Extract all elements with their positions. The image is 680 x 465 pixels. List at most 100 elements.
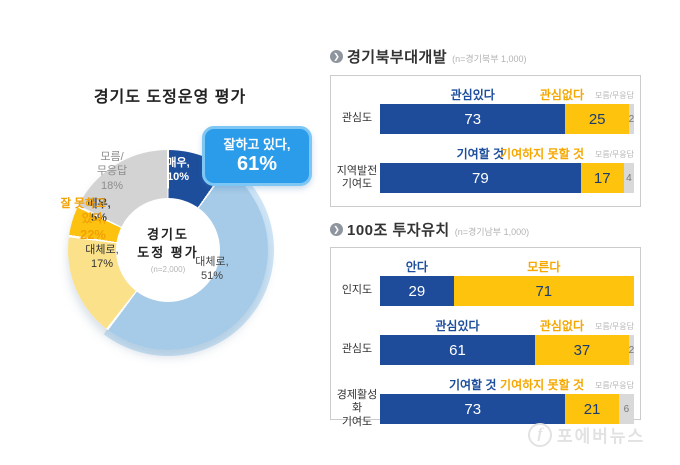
row-chart: 기여할 것 기여하지 못할 것 모름/무응답 79 17 4: [380, 145, 634, 193]
bar-segment-pos: 29: [380, 276, 454, 306]
section-title: 100조 투자유치: [347, 222, 450, 239]
bar-segment-neg: 71: [453, 276, 634, 306]
segment-label-value: 5%: [91, 212, 107, 225]
row-header: 관심있다 관심없다 모름/무응답: [380, 317, 634, 335]
positive-answer-label: 관심있다: [450, 88, 495, 102]
bar-segment-pos: 61: [380, 335, 535, 365]
negative-answer-label: 모른다: [527, 260, 561, 274]
section-sample-size: (n=경기북부 1,000): [452, 53, 527, 64]
bar-panel-investment: 인지도 안다 모른다 29 71 관심도 관심있다 관심없다 모름/무응답 61 37 2 경제활성화 기…: [330, 247, 641, 428]
row-chart: 기여할 것 기여하지 못할 것 모름/무응답 73 21 6: [380, 376, 634, 424]
row-label-line: 관심도: [341, 343, 373, 356]
dontknow-answer-label: 모름/무응답: [594, 91, 634, 100]
negative-answer-label: 관심없다: [539, 88, 584, 102]
negative-answer-label: 기여하지 못할 것: [500, 378, 584, 392]
bar-segment-neg: 37: [534, 335, 629, 365]
row-label-line: 인지도: [341, 284, 373, 297]
section-sample-size: (n=경기남부 1,000): [454, 226, 530, 237]
stacked-bar: 73 25 2: [380, 104, 634, 134]
row-header: 안다 모른다: [380, 258, 634, 276]
segment-label-text: 모름/: [100, 151, 124, 163]
segment-label-text: 무응답: [96, 165, 128, 178]
segment-label-text: 대체로,: [85, 244, 119, 256]
donut-center: 경기도 도정 평가 (n=2,000): [116, 198, 220, 302]
bar-segment-dk: 2: [629, 335, 634, 365]
bullet-arrow-icon: ❯: [330, 223, 343, 236]
segment-label-value: 17%: [90, 258, 114, 271]
negative-answer-label: 기여하지 못할 것: [500, 147, 584, 161]
bar-row: 지역발전 기여도 기여할 것 기여하지 못할 것 모름/무응답 79 17 4: [335, 145, 634, 193]
segment-label-mostly-good: 대체로, 51%: [183, 255, 241, 284]
row-header: 관심있다 관심없다 모름/무응답: [380, 86, 634, 104]
bar-panel-north-development: 관심도 관심있다 관심없다 모름/무응답 73 25 2 지역발전 기여도 기여할 것 기여하지 못…: [330, 75, 641, 207]
row-chart: 관심있다 관심없다 모름/무응답 61 37 2: [380, 317, 634, 365]
row-label: 경제활성화 기여도: [335, 389, 379, 427]
forever-news-logo-icon: f: [528, 422, 552, 447]
negative-answer-label: 관심없다: [539, 319, 584, 333]
segment-label-dontknow: 모름/ 무응답 18%: [84, 150, 140, 193]
row-label-line: 기여도: [341, 178, 373, 190]
segment-label-mostly-bad: 대체로, 17%: [76, 243, 128, 272]
segment-label-text: 매우,: [166, 157, 190, 169]
stacked-bar: 79 17 4: [380, 163, 634, 193]
row-chart: 안다 모른다 29 71: [380, 258, 634, 306]
stacked-bar: 73 21 6: [380, 394, 634, 424]
news-watermark: f 포에버뉴스: [528, 422, 645, 447]
segment-label-value: 51%: [200, 270, 224, 283]
positive-answer-label: 기여할 것: [456, 147, 505, 161]
segment-label-value: 18%: [100, 179, 124, 192]
bar-segment-dk: 6: [618, 394, 634, 424]
positive-answer-label: 안다: [405, 260, 428, 274]
bar-segment-dk: 2: [629, 104, 634, 134]
bullet-arrow-icon: ❯: [330, 50, 343, 63]
row-label-line: 지역발전: [336, 164, 378, 177]
bar-row: 관심도 관심있다 관심없다 모름/무응답 61 37 2: [335, 317, 634, 365]
negative-total-label: 잘 못하고 있다, 22%: [18, 197, 106, 244]
bar-segment-neg: 25: [565, 104, 629, 134]
stacked-bar: 61 37 2: [380, 335, 634, 365]
bar-segment-pos: 73: [380, 104, 566, 134]
negative-label-text: 있다,: [81, 212, 106, 225]
bar-row: 관심도 관심있다 관심없다 모름/무응답 73 25 2: [335, 86, 634, 134]
donut-chart-title: 경기도 도정운영 평가: [93, 89, 247, 106]
row-header: 기여할 것 기여하지 못할 것 모름/무응답: [380, 376, 634, 394]
bar-segment-pos: 79: [380, 163, 581, 193]
donut-center-sample: (n=2,000): [150, 264, 186, 274]
bar-row: 경제활성화 기여도 기여할 것 기여하지 못할 것 모름/무응답 73 21 6: [335, 376, 634, 428]
row-chart: 관심있다 관심없다 모름/무응답 73 25 2: [380, 86, 634, 134]
row-label: 관심도: [335, 104, 379, 134]
segment-label-very-bad: 매우, 5%: [76, 197, 122, 226]
bar-segment-pos: 73: [380, 394, 566, 424]
segment-label-text: 매우,: [87, 198, 111, 210]
bar-row: 인지도 안다 모른다 29 71: [335, 258, 634, 306]
segment-label-very-good: 매우, 10%: [152, 156, 204, 185]
negative-label-value: 22%: [79, 226, 106, 242]
section-title: 경기북부대개발: [347, 49, 448, 66]
donut-center-line1: 경기도: [147, 227, 189, 243]
negative-label-text: 잘 못하고: [60, 198, 106, 210]
dontknow-answer-label: 모름/무응답: [594, 322, 634, 331]
callout-value: 61%: [236, 153, 278, 176]
positive-answer-label: 관심있다: [435, 319, 480, 333]
dontknow-answer-label: 모름/무응답: [594, 150, 634, 159]
positive-answer-label: 기여할 것: [448, 378, 497, 392]
bar-segment-neg: 17: [580, 163, 624, 193]
callout-label: 잘하고 있다,: [223, 136, 291, 152]
segment-label-value: 10%: [166, 171, 190, 184]
forever-news-logo-text: 포에버뉴스: [557, 427, 646, 446]
donut-center-line2: 도정 평가: [137, 245, 199, 260]
segment-label-text: 대체로,: [195, 256, 229, 268]
section-header-north-development: ❯ 경기북부대개발 (n=경기북부 1,000): [330, 46, 527, 67]
row-label-line: 관심도: [341, 112, 373, 125]
bar-segment-neg: 21: [565, 394, 619, 424]
positive-total-callout: 잘하고 있다, 61%: [202, 126, 312, 186]
stacked-bar: 29 71: [380, 276, 634, 306]
bar-segment-dk: 4: [623, 163, 634, 193]
row-label-line: 기여도: [341, 415, 373, 428]
row-label: 관심도: [335, 335, 379, 365]
section-header-investment: ❯ 100조 투자유치 (n=경기남부 1,000): [330, 219, 529, 240]
row-label-line: 경제활성화: [336, 389, 378, 415]
dontknow-answer-label: 모름/무응답: [594, 381, 634, 390]
row-label: 인지도: [335, 276, 379, 306]
